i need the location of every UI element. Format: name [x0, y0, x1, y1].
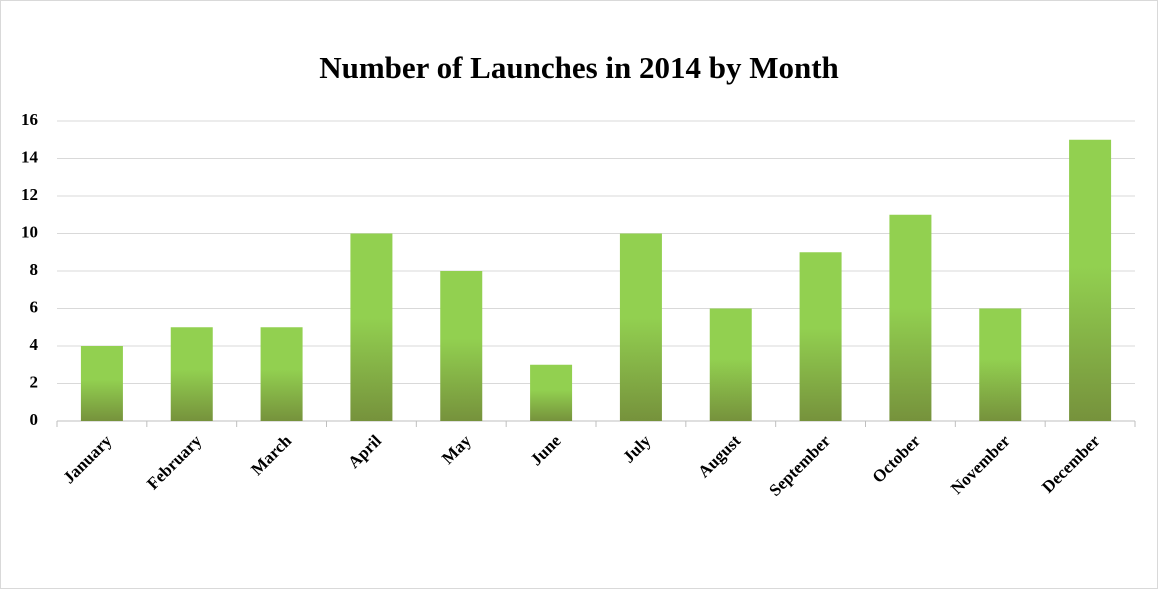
bar	[530, 364, 573, 421]
y-tick-label: 14	[21, 147, 39, 166]
y-tick-label: 2	[30, 372, 39, 391]
bar	[350, 233, 393, 421]
bar	[979, 308, 1022, 421]
y-tick-label: 8	[30, 260, 39, 279]
y-tick-label: 0	[30, 410, 39, 429]
bar	[889, 214, 932, 421]
y-tick-label: 4	[30, 335, 39, 354]
bar	[1069, 139, 1112, 421]
y-tick-label: 10	[21, 222, 38, 241]
y-tick-label: 16	[21, 110, 38, 129]
bar	[709, 308, 752, 421]
bar	[170, 327, 213, 421]
bar	[799, 252, 842, 421]
bar	[260, 327, 303, 421]
y-tick-label: 6	[30, 297, 39, 316]
chart-title: Number of Launches in 2014 by Month	[319, 50, 839, 85]
bar	[440, 271, 483, 421]
bar	[619, 233, 662, 421]
bar	[80, 346, 123, 421]
y-tick-label: 12	[21, 185, 38, 204]
